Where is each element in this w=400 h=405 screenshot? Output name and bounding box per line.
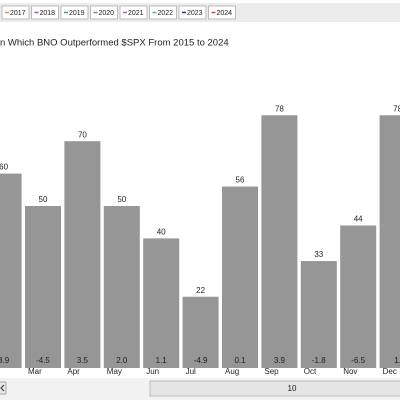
bar xyxy=(143,238,180,368)
value-label: 33 xyxy=(314,250,323,259)
legend-button[interactable] xyxy=(178,5,207,20)
bar-note: 3.9 xyxy=(274,356,286,365)
x-tick-label: Apr xyxy=(67,367,80,376)
legend-label: 2020 xyxy=(99,10,115,17)
value-label: 44 xyxy=(354,215,363,224)
plot: 60 3.9 50 -4.5 Mar 70 3.5 Apr 50 2.0 May 40 1.1 Jun 22… xyxy=(0,104,400,376)
bar xyxy=(379,115,400,368)
bar xyxy=(103,206,140,368)
scroll-left-button[interactable] xyxy=(0,381,7,395)
legend-label: 2022 xyxy=(158,10,174,17)
x-tick-label: Nov xyxy=(343,367,357,376)
value-label: 22 xyxy=(196,286,205,295)
bar-note: -6.5 xyxy=(351,356,365,365)
x-tick-label: Aug xyxy=(225,367,239,376)
chart-title: n Which BNO Outperformed $SPX From 2015 … xyxy=(0,38,229,49)
legend-label: 2021 xyxy=(128,10,144,17)
bar xyxy=(64,141,101,368)
value-label: 70 xyxy=(78,130,87,139)
x-tick-label: May xyxy=(107,367,122,376)
bar-note: 2.0 xyxy=(116,356,128,365)
x-tick-label: Jun xyxy=(146,367,159,376)
bar xyxy=(25,206,61,368)
legend-label: 2018 xyxy=(40,10,56,17)
value-label: 40 xyxy=(157,228,166,237)
slider-label: 10 xyxy=(288,384,297,393)
value-label: 50 xyxy=(117,195,126,204)
x-tick-label: Sep xyxy=(264,367,279,376)
x-tick-label: Jul xyxy=(186,367,196,376)
bar xyxy=(340,225,377,368)
bar xyxy=(222,186,258,368)
bar-note: -1.8 xyxy=(312,356,326,365)
value-label: 56 xyxy=(236,176,245,185)
bar xyxy=(182,296,219,368)
legend-button[interactable] xyxy=(60,5,89,20)
legend-button[interactable] xyxy=(31,5,59,20)
bar xyxy=(261,115,298,368)
bar xyxy=(300,261,337,368)
x-tick-label: Dec xyxy=(383,367,397,376)
bar-note: 3.5 xyxy=(77,356,89,365)
legend: 2017 2018 2019 2020 2021 2022 2023 2024 xyxy=(1,5,236,20)
bar xyxy=(0,173,22,368)
arrow-icon xyxy=(0,384,5,392)
bar-note: 0.1 xyxy=(234,356,246,365)
legend-button[interactable] xyxy=(149,5,177,20)
bar-note: 1.1 xyxy=(156,356,168,365)
legend-label: 2019 xyxy=(69,10,85,17)
legend-button[interactable] xyxy=(119,5,148,20)
x-tick-label: Oct xyxy=(304,367,317,376)
x-tick-label: Mar xyxy=(28,367,42,376)
slider[interactable] xyxy=(149,380,400,397)
value-label: 60 xyxy=(0,163,9,172)
value-label: 78 xyxy=(393,104,400,113)
bar-note: -4.9 xyxy=(194,356,208,365)
legend-label: 2024 xyxy=(217,10,233,17)
legend-label: 2017 xyxy=(10,10,26,17)
legend-button[interactable] xyxy=(1,5,30,20)
bar-note: -4.5 xyxy=(36,356,50,365)
bar-note: 1. xyxy=(394,356,400,365)
value-label: 78 xyxy=(275,104,284,113)
legend-button[interactable] xyxy=(208,5,236,20)
value-label: 50 xyxy=(39,195,48,204)
legend-button[interactable] xyxy=(90,5,118,20)
bar-note: 3.9 xyxy=(0,356,10,365)
legend-label: 2023 xyxy=(187,10,203,17)
